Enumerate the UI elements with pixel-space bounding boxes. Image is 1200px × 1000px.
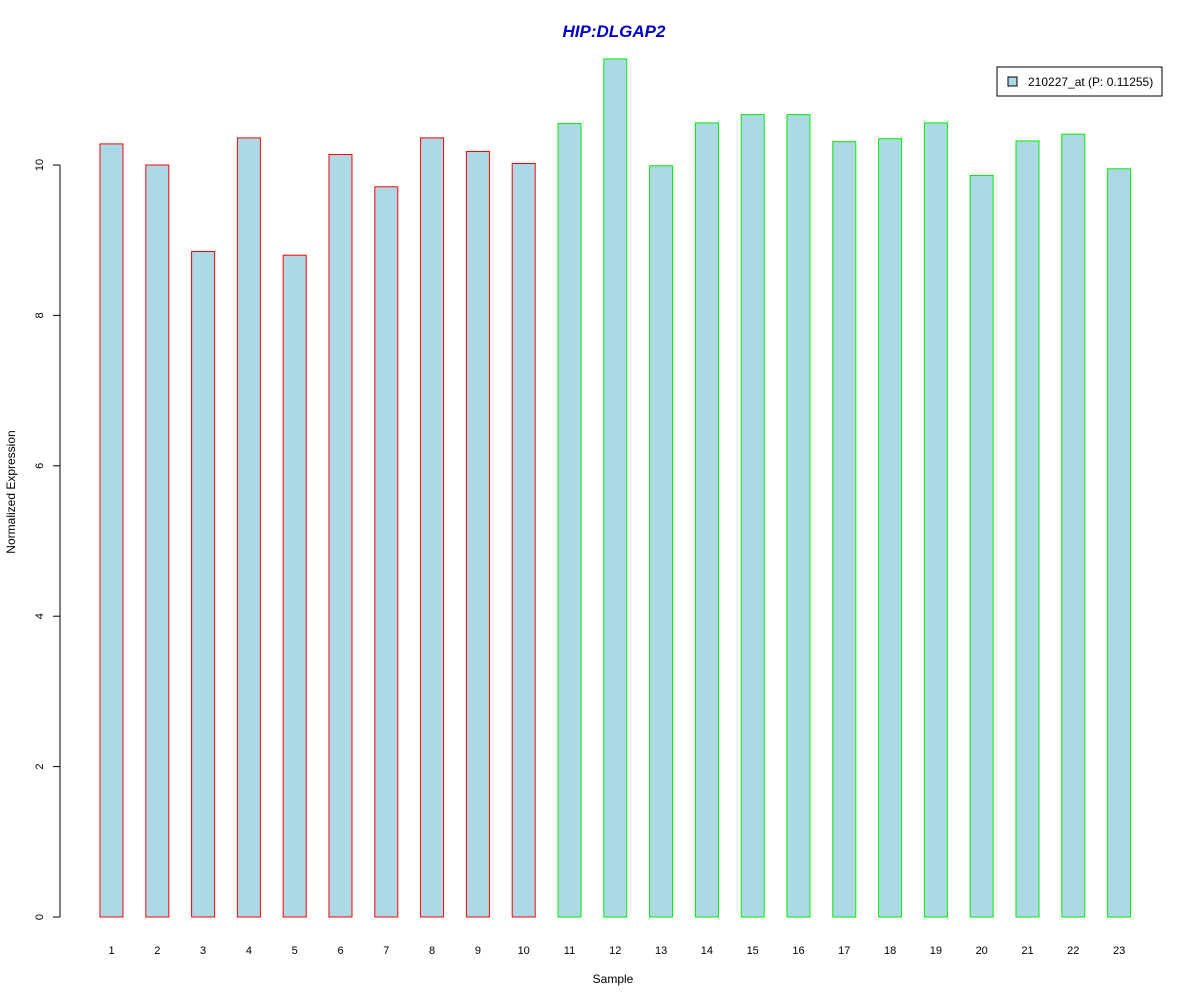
x-tick-label: 12 — [609, 945, 621, 957]
x-tick-labels: 1 2 3 4 5 6 7 8 9 10 11 12 13 14 15 16 17 18 19 20 21 22 23 — [108, 945, 1125, 957]
bar-sample-3 — [191, 251, 216, 918]
x-tick-label: 2 — [154, 945, 160, 957]
bar-sample-14 — [694, 122, 719, 918]
x-tick-label: 16 — [792, 945, 804, 957]
y-tick-label: 0 — [34, 914, 46, 920]
x-tick-label: 1 — [108, 945, 114, 957]
y-axis-title: Normalized Expression — [4, 430, 18, 553]
y-tick-label: 10 — [34, 159, 46, 171]
bar-sample-1 — [99, 143, 124, 918]
bar-sample-11 — [557, 123, 582, 918]
legend-box — [996, 66, 1163, 97]
x-tick-label: 19 — [930, 945, 942, 957]
x-tick-label: 11 — [564, 945, 575, 957]
bar-sample-12 — [603, 58, 628, 918]
bar-sample-16 — [786, 114, 811, 918]
x-tick-label: 7 — [383, 945, 389, 957]
x-tick-label: 10 — [518, 945, 530, 957]
x-tick-label: 22 — [1067, 945, 1079, 957]
x-tick-label: 14 — [701, 945, 713, 957]
x-tick-label: 18 — [884, 945, 896, 957]
y-tick-label: 2 — [34, 764, 46, 770]
bar-sample-10 — [511, 163, 536, 918]
bar-sample-9 — [465, 151, 490, 918]
bar-sample-17 — [832, 141, 857, 918]
x-tick-label: 3 — [200, 945, 206, 957]
x-tick-label: 23 — [1113, 945, 1125, 957]
bar-sample-15 — [740, 114, 765, 918]
bar-sample-19 — [923, 122, 948, 918]
bar-sample-20 — [969, 175, 994, 918]
x-tick-label: 6 — [337, 945, 343, 957]
bar-sample-6 — [328, 154, 353, 918]
bar-sample-4 — [236, 137, 261, 918]
bar-sample-13 — [649, 165, 674, 918]
bar-sample-8 — [420, 137, 445, 918]
x-axis-title: Sample — [593, 972, 634, 986]
bar-sample-7 — [374, 186, 399, 918]
y-tick-label: 4 — [34, 613, 46, 619]
y-axis: 0 2 4 6 8 10 — [34, 159, 61, 920]
bar-sample-18 — [878, 138, 903, 918]
bar-sample-22 — [1061, 133, 1086, 918]
x-tick-label: 17 — [838, 945, 850, 957]
bar-sample-2 — [145, 164, 170, 918]
x-tick-label: 5 — [292, 945, 298, 957]
x-tick-label: 4 — [246, 945, 252, 957]
legend: 210227_at (P: 0.11255) — [996, 66, 1163, 97]
y-tick-label: 6 — [34, 463, 46, 469]
y-tick-label: 8 — [34, 312, 46, 318]
legend-label: 210227_at (P: 0.11255) — [1028, 75, 1153, 89]
x-tick-label: 13 — [655, 945, 667, 957]
bar-sample-5 — [282, 254, 307, 918]
x-tick-label: 20 — [976, 945, 988, 957]
bar-sample-21 — [1015, 140, 1040, 918]
x-tick-label: 15 — [747, 945, 759, 957]
bar-sample-23 — [1107, 168, 1132, 918]
legend-swatch — [1007, 76, 1018, 87]
chart-title: HIP:DLGAP2 — [563, 22, 667, 41]
x-tick-label: 21 — [1021, 945, 1033, 957]
x-tick-label: 9 — [475, 945, 481, 957]
x-tick-label: 8 — [429, 945, 435, 957]
bars-group — [99, 58, 1132, 918]
